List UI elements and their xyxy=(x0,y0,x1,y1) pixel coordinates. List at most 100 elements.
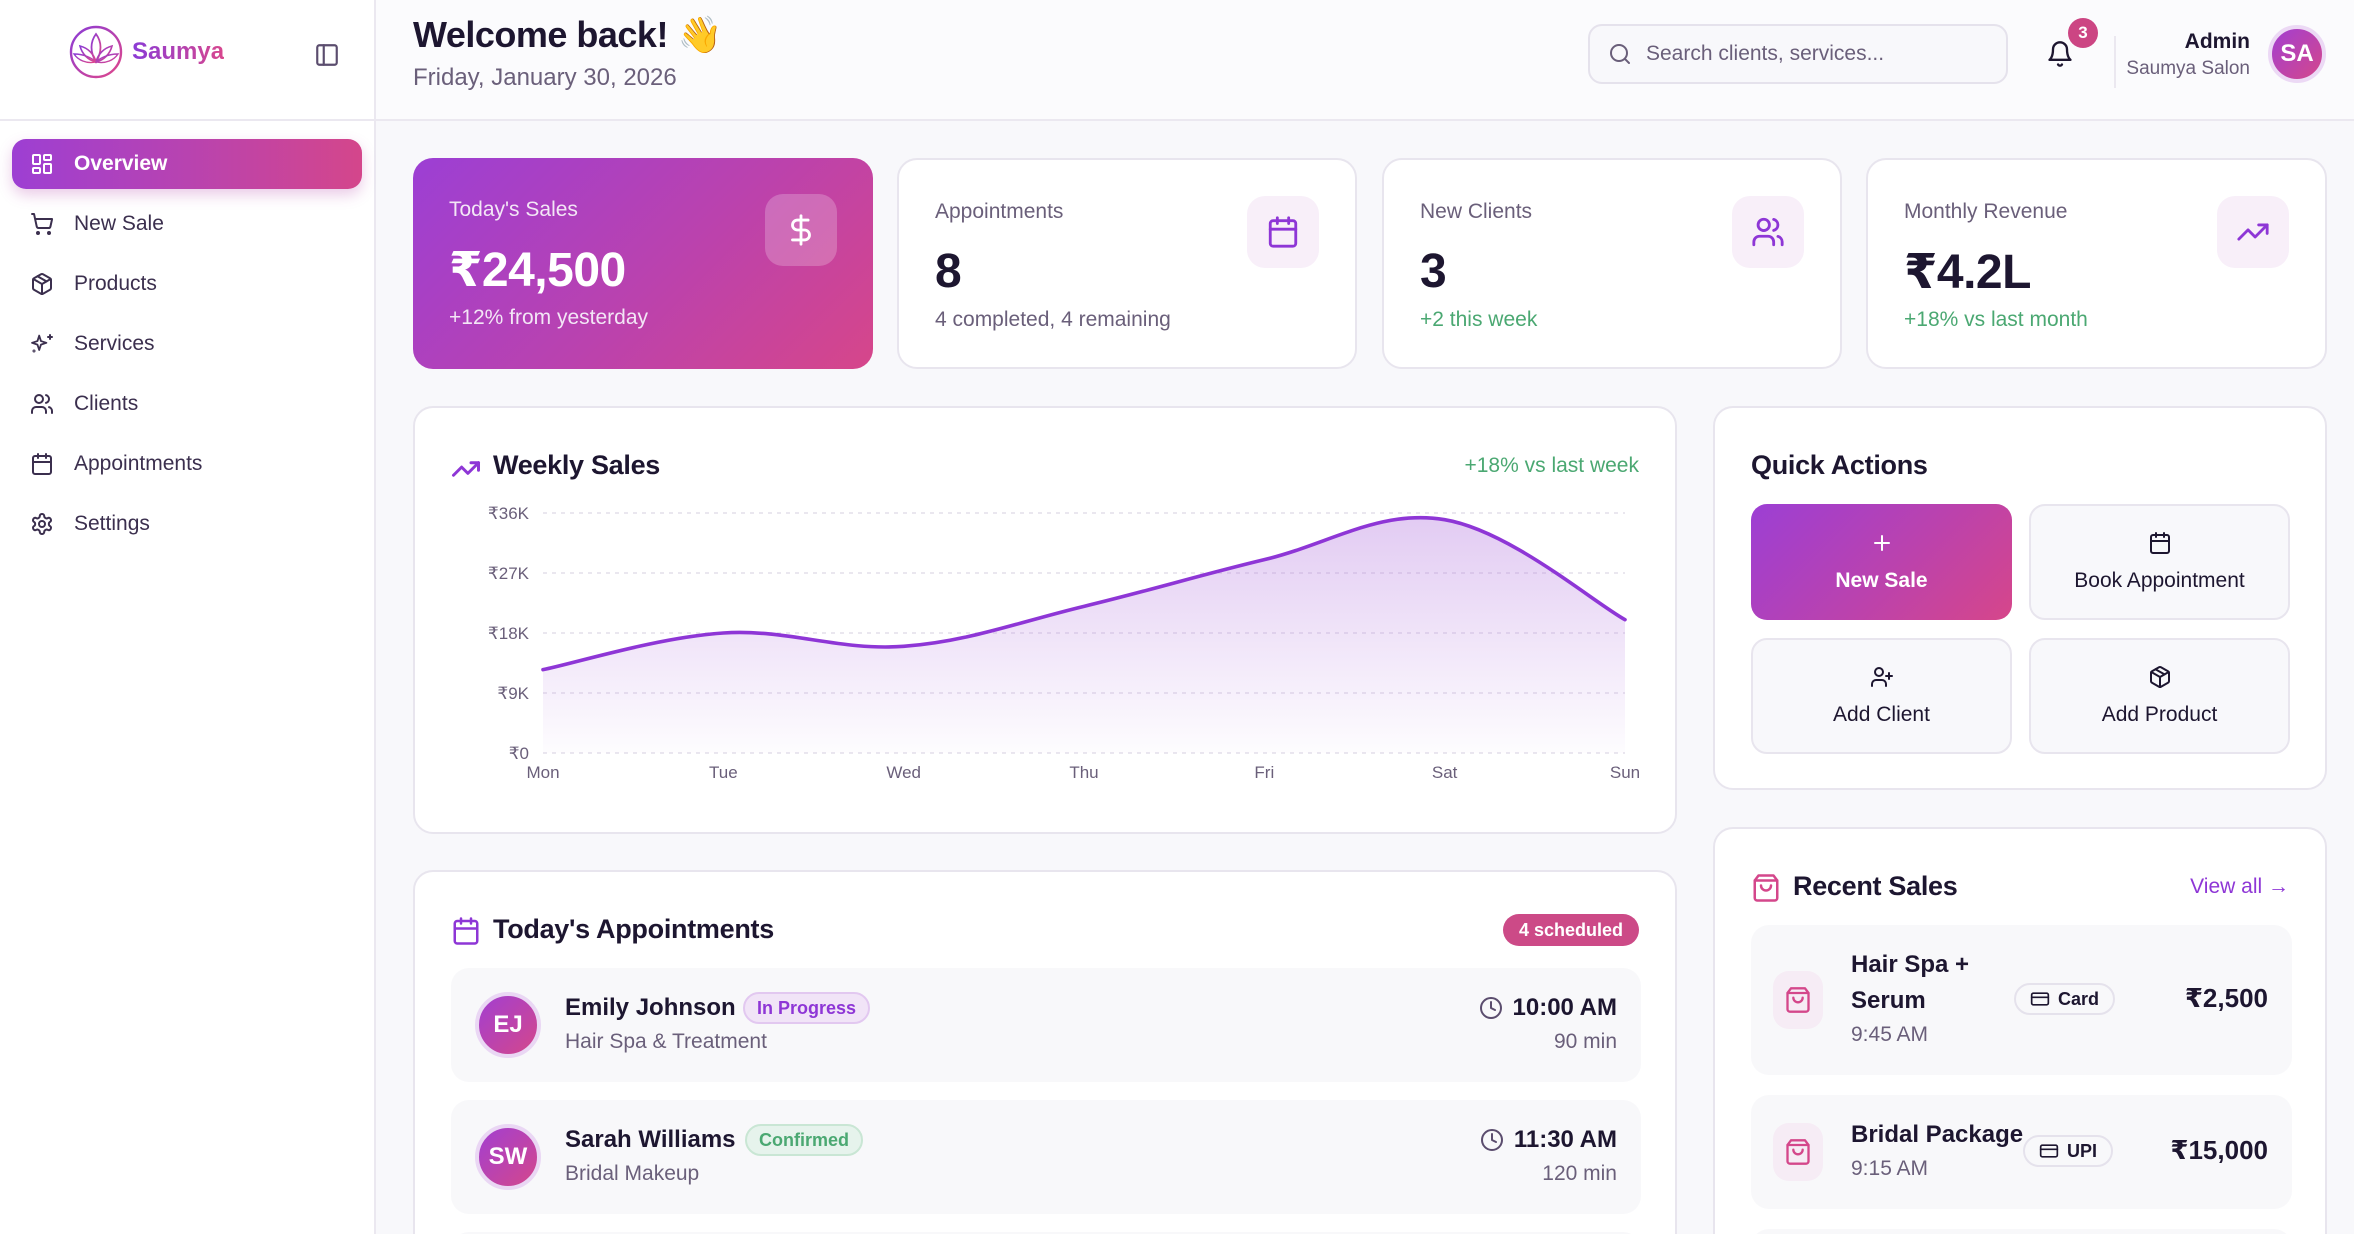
calendar-icon xyxy=(2149,532,2170,554)
shopping-bag-icon xyxy=(1786,1139,1810,1165)
stat-label: Monthly Revenue xyxy=(1904,200,2068,223)
chart-area xyxy=(543,517,1625,753)
sale-amount: ₹15,000 xyxy=(2170,1135,2268,1165)
search-box[interactable] xyxy=(1588,24,2008,84)
appointment-row[interactable]: EJ Emily Johnson In Progress Hair Spa & … xyxy=(451,968,1641,1082)
trending-up-icon xyxy=(2237,223,2269,241)
sidebar-item-services[interactable]: Services xyxy=(12,319,362,369)
gear-icon xyxy=(32,513,52,535)
client-name: Sarah Williams xyxy=(565,1126,736,1153)
sale-row[interactable]: Bridal Package 9:15 AM UPI ₹15,000 xyxy=(1751,1095,2292,1209)
stat-icon-box xyxy=(2217,196,2289,268)
stat-label: Appointments xyxy=(935,200,1064,223)
weekly-sales-trend: +18% vs last week xyxy=(1464,454,1639,477)
sidebar-item-label: Settings xyxy=(74,512,150,535)
sidebar-item-clients[interactable]: Clients xyxy=(12,379,362,429)
status-badge: Confirmed xyxy=(745,1124,863,1156)
stat-subtext: 4 completed, 4 remaining xyxy=(935,308,1171,331)
bell-icon[interactable] xyxy=(2046,40,2074,68)
payment-method-badge: Card xyxy=(2014,983,2116,1015)
credit-card-icon xyxy=(2039,1144,2059,1158)
stat-label: New Clients xyxy=(1420,200,1533,223)
brand-logo[interactable]: Saumya xyxy=(68,24,224,80)
todays-appointments-card: Today's Appointments 4 scheduled EJ Emil… xyxy=(413,870,1677,1234)
layout-grid-icon xyxy=(32,154,52,174)
quick-action-add-product[interactable]: Add Product xyxy=(2029,638,2290,754)
sale-row[interactable] xyxy=(1751,1229,2292,1234)
sidebar-item-overview[interactable]: Overview xyxy=(12,139,362,189)
notification-badge: 3 xyxy=(2068,18,2098,48)
quick-action-new-sale[interactable]: New Sale xyxy=(1751,504,2012,620)
appointment-duration: 90 min xyxy=(1553,1030,1617,1053)
svg-text:₹0: ₹0 xyxy=(509,744,529,763)
quick-action-label: Book Appointment xyxy=(2074,569,2245,592)
service-name: Bridal Makeup xyxy=(565,1162,700,1185)
stat-subtext: +18% vs last month xyxy=(1904,308,2088,331)
sale-time: 9:45 AM xyxy=(1851,1023,1929,1046)
appointment-duration: 120 min xyxy=(1542,1162,1617,1185)
stat-value: ₹4.2L xyxy=(1904,246,2031,299)
sidebar-item-products[interactable]: Products xyxy=(12,259,362,309)
user-organization: Saumya Salon xyxy=(2126,58,2250,79)
svg-text:₹9K: ₹9K xyxy=(497,684,529,703)
quick-action-book-appointment[interactable]: Book Appointment xyxy=(2029,504,2290,620)
trending-up-icon xyxy=(452,461,480,477)
recent-sales-title: Recent Sales xyxy=(1793,871,1958,901)
sale-row[interactable]: Hair Spa + Serum 9:45 AM Card ₹2,500 xyxy=(1751,925,2292,1075)
weekly-sales-title: Weekly Sales xyxy=(493,450,661,480)
svg-text:Sat: Sat xyxy=(1432,763,1458,782)
weekly-sales-card: Weekly Sales +18% vs last week ₹0 ₹9K ₹18K… xyxy=(413,406,1677,834)
current-date: Friday, January 30, 2026 xyxy=(413,64,677,91)
stat-card-todays-sales: Today's Sales ₹24,500 +12% from yesterda… xyxy=(413,158,873,369)
time-value: 11:30 AM xyxy=(1513,1126,1617,1153)
calendar-icon xyxy=(1268,216,1298,248)
credit-card-icon xyxy=(2030,992,2050,1006)
sidebar-item-label: Overview xyxy=(74,152,168,175)
sidebar-toggle-icon[interactable] xyxy=(314,42,340,68)
users-icon xyxy=(31,394,53,414)
view-all-link[interactable]: View all → xyxy=(2190,875,2289,898)
svg-text:Fri: Fri xyxy=(1254,763,1274,782)
quick-action-label: New Sale xyxy=(1835,569,1928,592)
sidebar-item-label: Services xyxy=(74,332,155,355)
sale-item-name-line: Hair Spa + xyxy=(1851,951,1970,978)
sidebar-item-label: Appointments xyxy=(74,452,203,475)
sidebar-item-settings[interactable]: Settings xyxy=(12,499,362,549)
sale-item-name: Hair Spa + Serum xyxy=(1851,947,1969,1019)
svg-text:₹27K: ₹27K xyxy=(488,564,530,583)
appointment-time: 11:30 AM xyxy=(1480,1126,1617,1154)
stat-icon-box xyxy=(1247,196,1319,268)
svg-text:Thu: Thu xyxy=(1069,763,1098,782)
search-input[interactable] xyxy=(1646,42,1986,66)
sidebar-item-label: New Sale xyxy=(74,212,164,235)
stat-card-monthly-revenue: Monthly Revenue ₹4.2L +18% vs last month xyxy=(1866,158,2327,369)
status-badge: In Progress xyxy=(743,992,871,1024)
user-plus-icon xyxy=(1870,667,1893,687)
chart-y-axis: ₹0 ₹9K ₹18K ₹27K ₹36K xyxy=(488,504,530,763)
quick-action-add-client[interactable]: Add Client xyxy=(1751,638,2012,754)
stat-subtext: +2 this week xyxy=(1420,308,1538,331)
weekly-sales-chart: ₹0 ₹9K ₹18K ₹27K ₹36K Mon Tue Wed Thu Fri Sat Sun xyxy=(488,504,1640,782)
quick-actions-title: Quick Actions xyxy=(1751,450,1928,480)
appointment-time: 10:00 AM xyxy=(1479,994,1617,1022)
user-avatar[interactable]: SA xyxy=(2268,25,2326,83)
svg-text:₹18K: ₹18K xyxy=(488,624,530,643)
recent-sales-card: Recent Sales View all → Hair Spa + Serum… xyxy=(1713,827,2327,1234)
stat-value: ₹24,500 xyxy=(449,244,626,297)
sidebar-header: Saumya xyxy=(0,0,374,121)
sidebar-item-appointments[interactable]: Appointments xyxy=(12,439,362,489)
client-name: Emily Johnson xyxy=(565,994,736,1021)
sidebar-item-label: Clients xyxy=(74,392,139,415)
sale-item-name-line: Serum xyxy=(1851,987,1926,1014)
package-icon xyxy=(2149,666,2170,688)
page-title: Welcome back! 👋 xyxy=(413,14,722,55)
appointment-row[interactable] xyxy=(451,1232,1641,1234)
plus-icon xyxy=(1873,535,1890,551)
user-name: Admin xyxy=(2184,30,2250,53)
appointment-row[interactable]: SW Sarah Williams Confirmed Bridal Makeu… xyxy=(451,1100,1641,1214)
sidebar-item-new-sale[interactable]: New Sale xyxy=(12,199,362,249)
client-avatar: EJ xyxy=(475,992,541,1058)
stat-icon-box xyxy=(1732,196,1804,268)
time-value: 10:00 AM xyxy=(1512,994,1617,1021)
clock-icon xyxy=(1479,997,1502,1019)
